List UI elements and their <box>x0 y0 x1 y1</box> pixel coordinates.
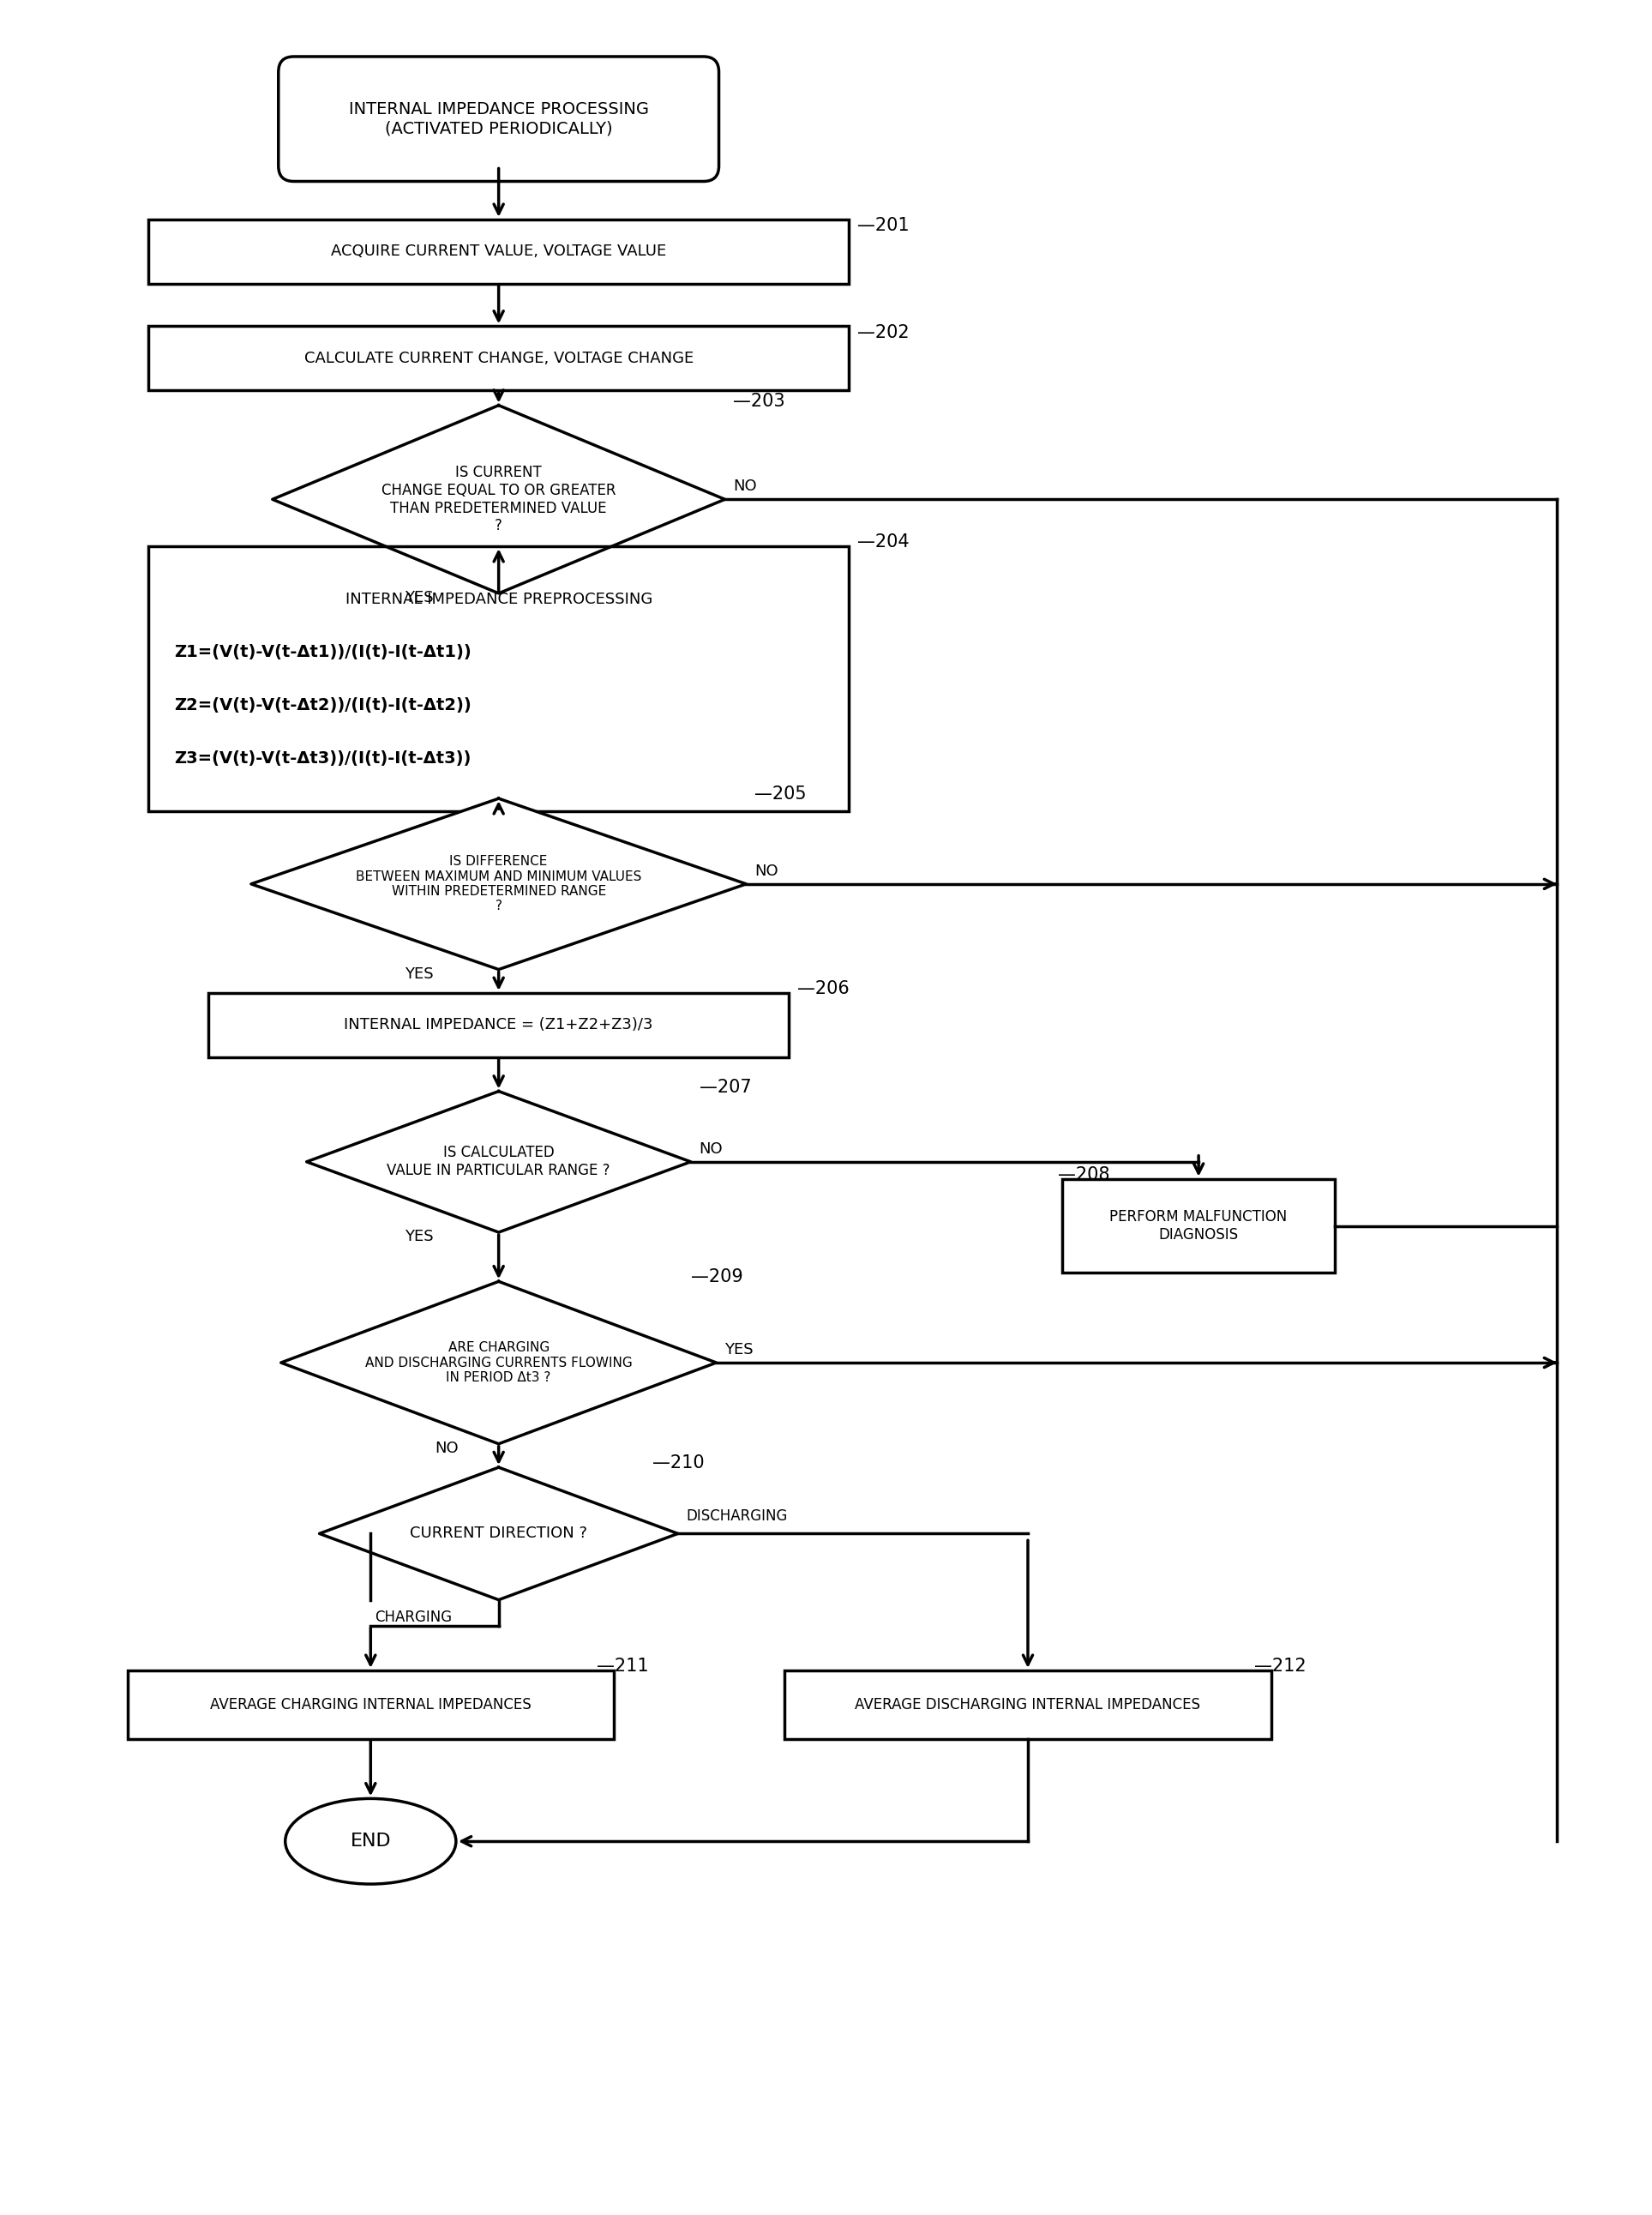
Text: INTERNAL IMPEDANCE PROCESSING
(ACTIVATED PERIODICALLY): INTERNAL IMPEDANCE PROCESSING (ACTIVATED… <box>349 102 649 137</box>
Polygon shape <box>251 797 747 970</box>
Polygon shape <box>319 1466 677 1599</box>
Text: CALCULATE CURRENT CHANGE, VOLTAGE CHANGE: CALCULATE CURRENT CHANGE, VOLTAGE CHANGE <box>304 350 694 365</box>
Text: —204: —204 <box>857 534 909 552</box>
Text: NO: NO <box>733 478 757 494</box>
Text: IS DIFFERENCE
BETWEEN MAXIMUM AND MINIMUM VALUES
WITHIN PREDETERMINED RANGE
?: IS DIFFERENCE BETWEEN MAXIMUM AND MINIMU… <box>355 855 641 913</box>
Bar <box>785 1670 1270 1739</box>
Text: CHARGING: CHARGING <box>375 1610 453 1624</box>
Text: —201: —201 <box>857 217 909 235</box>
Text: Z2=(V(t)-V(t-Δt2))/(I(t)-I(t-Δt2)): Z2=(V(t)-V(t-Δt2))/(I(t)-I(t-Δt2)) <box>175 698 471 713</box>
FancyBboxPatch shape <box>279 58 719 182</box>
Text: —209: —209 <box>691 1269 743 1285</box>
Text: —212: —212 <box>1254 1657 1307 1675</box>
Text: —202: —202 <box>857 323 909 341</box>
Bar <box>1062 1178 1335 1274</box>
Text: INTERNAL IMPEDANCE = (Z1+Z2+Z3)/3: INTERNAL IMPEDANCE = (Z1+Z2+Z3)/3 <box>344 1017 653 1032</box>
Text: NO: NO <box>434 1440 458 1455</box>
Polygon shape <box>273 405 725 594</box>
Bar <box>149 326 849 390</box>
Text: END: END <box>350 1832 392 1850</box>
Text: —207: —207 <box>699 1079 752 1096</box>
Text: DISCHARGING: DISCHARGING <box>687 1508 788 1524</box>
Text: NO: NO <box>755 864 778 879</box>
Text: Z3=(V(t)-V(t-Δt3))/(I(t)-I(t-Δt3)): Z3=(V(t)-V(t-Δt3))/(I(t)-I(t-Δt3)) <box>175 751 471 766</box>
Text: YES: YES <box>405 966 433 981</box>
Text: —210: —210 <box>653 1455 704 1471</box>
Text: —208: —208 <box>1057 1165 1110 1183</box>
Bar <box>149 547 849 811</box>
Bar <box>208 992 790 1057</box>
Bar <box>149 219 849 284</box>
Text: PERFORM MALFUNCTION
DIAGNOSIS: PERFORM MALFUNCTION DIAGNOSIS <box>1110 1209 1287 1243</box>
Text: IS CALCULATED
VALUE IN PARTICULAR RANGE ?: IS CALCULATED VALUE IN PARTICULAR RANGE … <box>387 1145 610 1178</box>
Text: CURRENT DIRECTION ?: CURRENT DIRECTION ? <box>410 1526 588 1542</box>
Text: YES: YES <box>725 1342 753 1358</box>
Text: ARE CHARGING
AND DISCHARGING CURRENTS FLOWING
IN PERIOD Δt3 ?: ARE CHARGING AND DISCHARGING CURRENTS FL… <box>365 1342 633 1384</box>
Text: Z1=(V(t)-V(t-Δt1))/(I(t)-I(t-Δt1)): Z1=(V(t)-V(t-Δt1))/(I(t)-I(t-Δt1)) <box>175 645 471 660</box>
Text: —206: —206 <box>798 979 849 997</box>
Text: INTERNAL IMPEDANCE PREPROCESSING: INTERNAL IMPEDANCE PREPROCESSING <box>345 591 653 607</box>
Text: AVERAGE DISCHARGING INTERNAL IMPEDANCES: AVERAGE DISCHARGING INTERNAL IMPEDANCES <box>856 1697 1201 1712</box>
Text: YES: YES <box>405 1229 433 1245</box>
Text: —203: —203 <box>733 392 785 410</box>
Polygon shape <box>307 1092 691 1232</box>
Text: AVERAGE CHARGING INTERNAL IMPEDANCES: AVERAGE CHARGING INTERNAL IMPEDANCES <box>210 1697 532 1712</box>
Polygon shape <box>281 1282 717 1444</box>
Text: YES: YES <box>405 589 433 605</box>
Text: —211: —211 <box>596 1657 649 1675</box>
Text: NO: NO <box>699 1141 724 1156</box>
Text: ACQUIRE CURRENT VALUE, VOLTAGE VALUE: ACQUIRE CURRENT VALUE, VOLTAGE VALUE <box>330 244 666 259</box>
Bar <box>127 1670 615 1739</box>
Text: IS CURRENT
CHANGE EQUAL TO OR GREATER
THAN PREDETERMINED VALUE
?: IS CURRENT CHANGE EQUAL TO OR GREATER TH… <box>382 465 616 534</box>
Text: —205: —205 <box>755 786 806 802</box>
Ellipse shape <box>286 1799 456 1885</box>
